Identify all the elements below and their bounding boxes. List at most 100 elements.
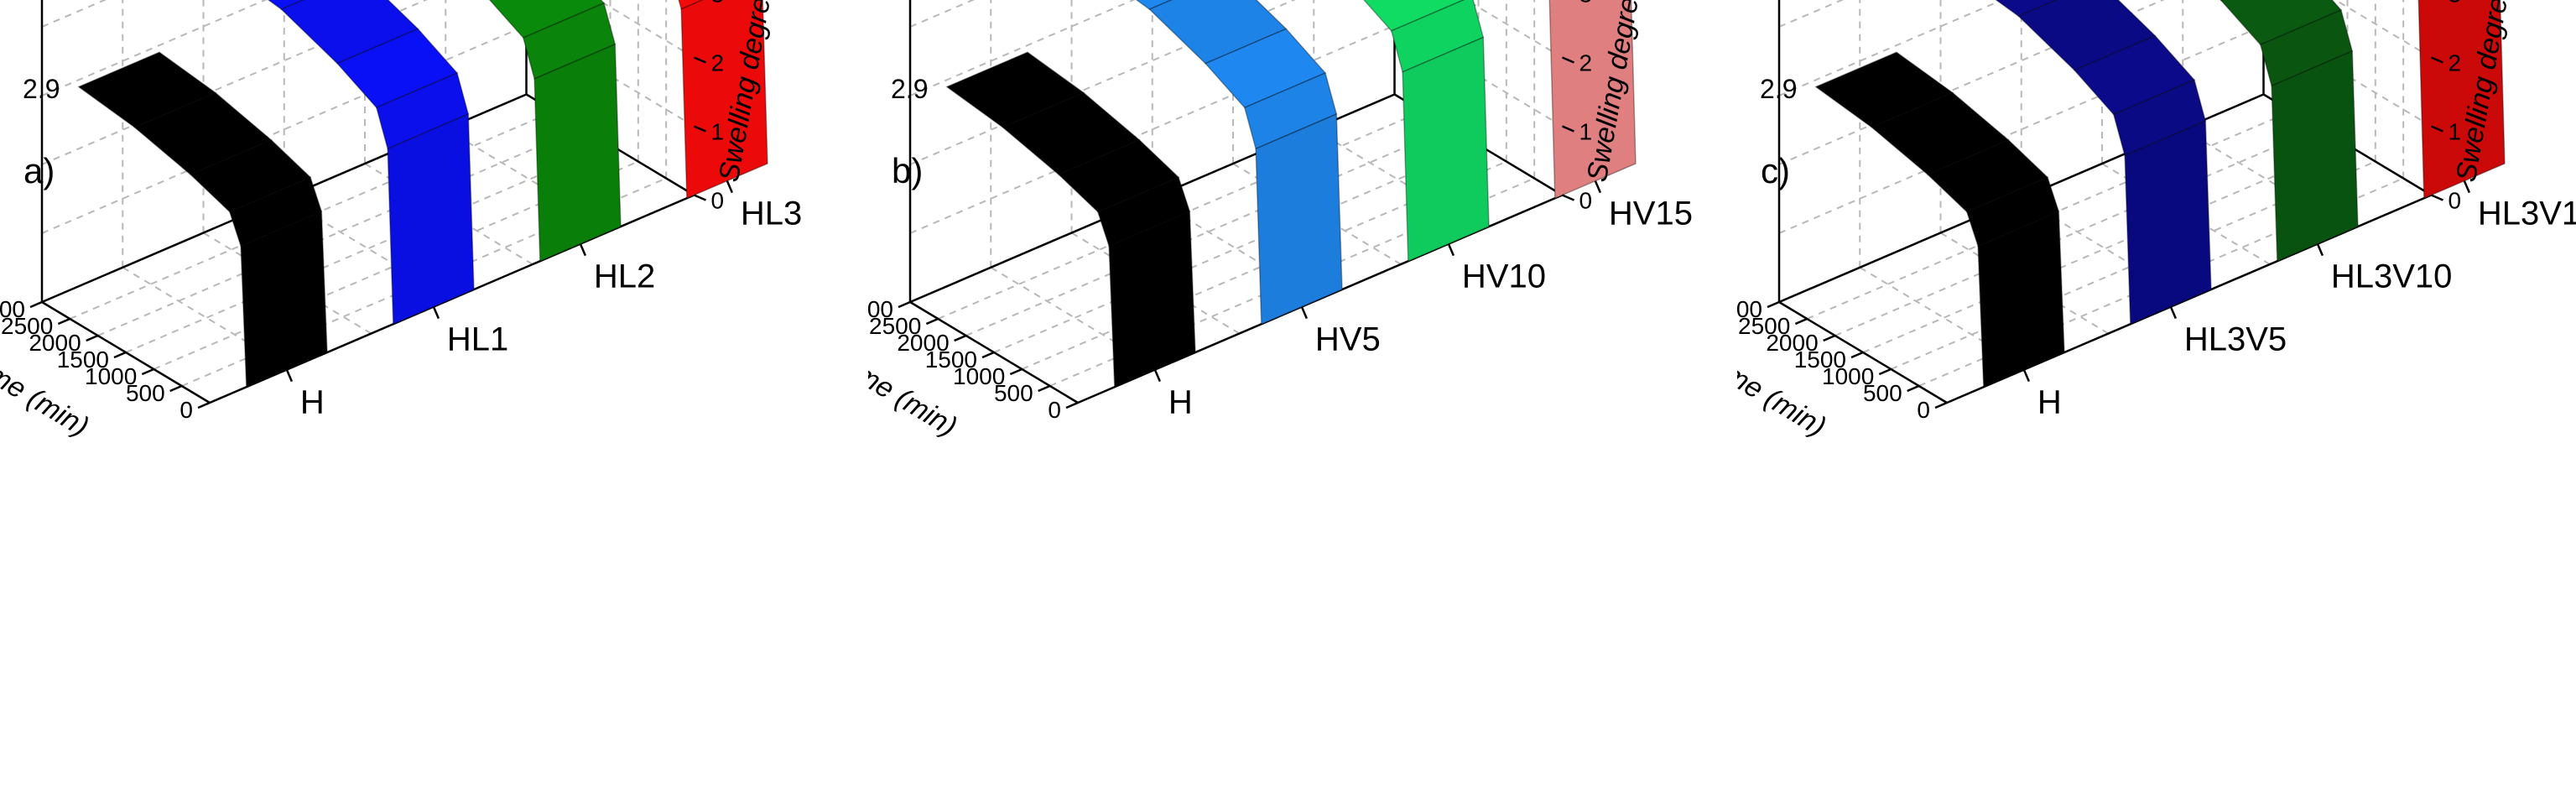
category-tick [1300, 306, 1309, 320]
time-tick [57, 317, 70, 326]
time-tick [197, 401, 211, 409]
ribbon-segment [1977, 210, 2065, 388]
category-label: H [300, 384, 325, 421]
panel-label: a) [23, 151, 55, 190]
ribbon-segment [240, 210, 328, 388]
ribbon-segment [2124, 120, 2212, 326]
q-tick-label: 2 [711, 50, 725, 76]
category-label: HL3V15 [2478, 195, 2576, 232]
ribbon-segment [1402, 36, 1490, 263]
q-tick [694, 56, 706, 64]
q-tick [1562, 56, 1574, 64]
chart-panel-c: 4.13.73.62.901234Swelling degree (Q)3000… [1737, 0, 2576, 443]
time-axis: 300025002000150010005000time (min) [1737, 296, 1948, 443]
time-tick-label: 2000 [897, 330, 949, 356]
category-tick [2463, 180, 2471, 194]
ribbon-segment [678, 0, 705, 10]
time-tick [1065, 401, 1079, 409]
ribbon-segment [1363, 0, 1465, 32]
series-ribbon-hl1: 3.7 [267, 0, 475, 326]
series-ribbon-hv10: 3.9 [1363, 0, 1490, 263]
time-tick [1878, 368, 1892, 376]
value-label: 2.9 [23, 74, 60, 104]
ribbon-segment [2417, 0, 2506, 200]
ribbon-segment [533, 43, 622, 263]
q-tick [694, 194, 706, 201]
time-tick [1907, 384, 1920, 393]
time-tick [1767, 300, 1780, 309]
category-axis: H HV5 HV10 HV15 [1153, 180, 1693, 421]
time-tick [1794, 317, 1808, 326]
category-tick [1153, 369, 1162, 383]
time-tick [954, 334, 967, 342]
time-tick-label: 3000 [0, 296, 25, 322]
q-tick [694, 125, 706, 133]
q-tick-label: 2 [1579, 50, 1593, 76]
ribbon-segment [2271, 50, 2359, 263]
time-tick [113, 351, 127, 359]
time-tick-label: 2500 [869, 313, 921, 339]
q-tick-label: 0 [711, 188, 725, 214]
time-tick-label: 1000 [1822, 363, 1874, 389]
series-ribbon-h: 2.9 [1760, 51, 2065, 388]
q-tick-label: 2 [2449, 50, 2462, 76]
time-tick-label: 500 [1863, 380, 1902, 406]
q-tick-label: 1 [2449, 119, 2462, 145]
q-tick [1562, 125, 1574, 133]
time-tick [29, 300, 43, 309]
ribbon-segment [1135, 0, 1174, 10]
q-tick-label: 3 [1579, 0, 1593, 8]
category-tick [2316, 243, 2324, 257]
time-tick-label: 0 [1917, 397, 1930, 423]
value-label: 2.9 [891, 74, 928, 104]
category-label: HL3V5 [2184, 321, 2287, 358]
q-tick-label: 1 [1579, 119, 1593, 145]
ribbon-segment [1108, 210, 1196, 388]
time-tick-label: 2500 [1738, 313, 1790, 339]
time-tick-label: 2000 [29, 330, 81, 356]
category-axis: H HL3V5 HL3V10 HL3V15 [2022, 180, 2576, 421]
category-tick [579, 243, 587, 257]
time-tick [981, 351, 995, 359]
time-tick [898, 300, 911, 309]
time-tick [1934, 401, 1948, 409]
category-tick [432, 306, 440, 320]
series-ribbon-hl3v5: 3.6 [1995, 0, 2212, 326]
time-tick [925, 317, 939, 326]
time-tick-label: 500 [994, 380, 1033, 406]
category-tick [2022, 369, 2031, 383]
time-tick-label: 3000 [1737, 296, 1762, 322]
time-tick-label: 2000 [1766, 330, 1818, 356]
series-ribbon-hl3v10: 3.7 [2220, 0, 2359, 263]
category-label: HL2 [594, 258, 655, 295]
ribbon-segment [1995, 0, 2058, 18]
q-tick-label: 1 [711, 119, 725, 145]
series-ribbon-hv5: 3.7 [1135, 0, 1343, 326]
chart-panel-a: 3.93.83.72.901234Swelling degree (Q)3000… [0, 0, 802, 443]
category-label: HV5 [1315, 321, 1381, 358]
time-tick-label: 2500 [1, 313, 53, 339]
panel-label: b) [892, 151, 923, 190]
panel-label: c) [1761, 151, 1790, 190]
category-label: HL3V10 [2331, 258, 2453, 295]
time-tick-label: 1500 [925, 347, 977, 373]
time-tick [86, 334, 99, 342]
time-tick [1038, 384, 1051, 393]
series-ribbon-hl3: 3.9 [678, 0, 768, 200]
q-tick [1562, 194, 1574, 201]
category-tick [285, 369, 294, 383]
category-label: HL1 [447, 321, 508, 358]
q-tick [2431, 56, 2443, 64]
chart-panel-b: 4.13.93.72.901234Swelling degree (Q)3000… [868, 0, 1693, 443]
time-tick [169, 384, 183, 393]
q-tick-label: 0 [1579, 188, 1593, 214]
ribbons: 4.1 3.73.6 2.9 [1760, 0, 2506, 388]
time-tick-label: 3000 [868, 296, 893, 322]
ribbon-segment [387, 112, 475, 326]
q-tick-label: 0 [2449, 188, 2462, 214]
ribbon-segment [267, 0, 305, 10]
q-tick [2431, 125, 2443, 133]
time-tick-label: 1000 [85, 363, 137, 389]
category-label: HL3 [741, 195, 802, 232]
